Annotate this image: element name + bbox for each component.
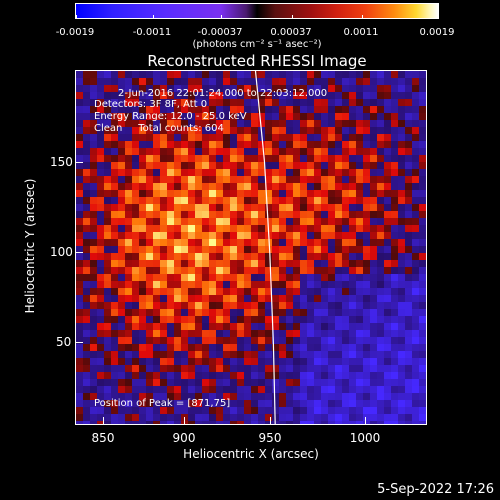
solar-limb-line	[254, 71, 276, 424]
y-tick	[75, 252, 83, 253]
colorbar-units: (photons cm⁻² s⁻¹ asec⁻²)	[192, 39, 322, 50]
heatmap-plot	[75, 70, 427, 425]
x-tick	[270, 417, 271, 425]
colorbar-tick	[153, 15, 154, 19]
clean-counts-text: Clean Total counts: 604	[94, 123, 224, 134]
energy-range-text: Energy Range: 12.0 - 25.0 keV	[94, 111, 247, 122]
x-tick-label: 850	[91, 431, 115, 445]
colorbar	[75, 3, 439, 19]
colorbar-tick	[362, 15, 363, 19]
colorbar-tick	[438, 15, 439, 19]
y-tick-label: 150	[50, 155, 73, 169]
x-tick-label: 900	[172, 431, 196, 445]
heatmap-cells	[76, 71, 426, 424]
peak-position-text: Position of Peak = [871,75]	[94, 398, 231, 409]
x-tick-label: 1000	[349, 431, 381, 445]
colorbar-tick	[221, 15, 222, 19]
y-tick	[75, 162, 83, 163]
colorbar-tick-label: 0.00037	[270, 27, 312, 38]
y-tick-label: 50	[56, 335, 72, 349]
time-range-text: 2-Jun-2016 22:01:24.000 to 22:03:12.000	[118, 88, 328, 99]
x-tick	[365, 417, 366, 425]
x-axis-label: Heliocentric X (arcsec)	[183, 447, 319, 461]
y-tick-label: 100	[50, 245, 73, 259]
x-tick	[103, 417, 104, 425]
colorbar-tick-label: 0.0019	[419, 27, 455, 38]
x-tick	[184, 417, 185, 425]
detectors-text: Detectors: 3F 8F, Att 0	[94, 99, 208, 110]
chart-title: Reconstructed RHESSI Image	[147, 52, 367, 70]
heatmap-image	[76, 71, 426, 424]
y-axis-label: Heliocentric Y (arcsec)	[23, 178, 37, 314]
y-tick	[75, 342, 83, 343]
colorbar-tick	[292, 15, 293, 19]
footer-date: 5-Sep-2022 17:26	[377, 482, 494, 497]
colorbar-tick-label: -0.00037	[197, 27, 243, 38]
colorbar-tick-label: -0.0011	[132, 27, 172, 38]
x-tick-label: 950	[258, 431, 282, 445]
colorbar-tick-label: -0.0019	[55, 27, 95, 38]
colorbar-tick	[76, 15, 77, 19]
colorbar-tick-label: 0.0011	[343, 27, 379, 38]
